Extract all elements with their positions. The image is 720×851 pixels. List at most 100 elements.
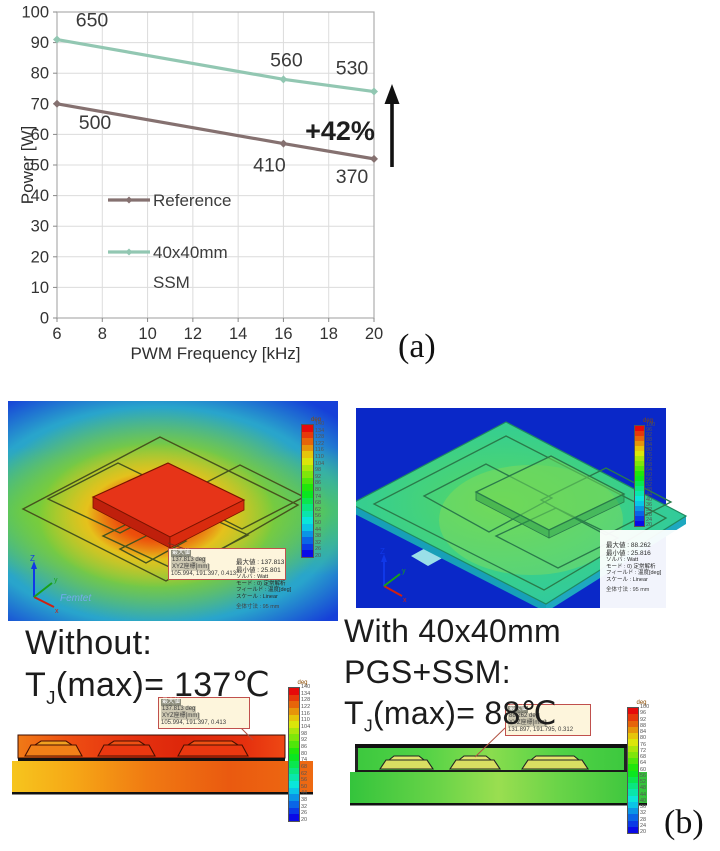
- hot-chip: [91, 462, 246, 549]
- max-annotation-box: 最大値 137.813 deg XYZ座標[mm] 105.994, 191.3…: [158, 697, 250, 729]
- y-tick-label: 60: [31, 126, 49, 144]
- panel-b-label: (b): [664, 804, 704, 841]
- x-axis-label: x: [55, 608, 59, 615]
- result-stats: 最大値 : 88.262 最小値 : 25.816 ソルバ : Watt モード…: [606, 542, 706, 594]
- point-label: 500: [79, 112, 112, 134]
- axes-triad: Z x y: [380, 547, 407, 604]
- baseplate-layer: [350, 772, 647, 803]
- colorbar-3d-without: deg 140 134 128 122 116 110 104 98 92 86 80 74 68 62 56…: [301, 417, 331, 559]
- increase-arrow-head: [384, 84, 400, 104]
- panel-a-label: (a): [398, 328, 436, 365]
- viewport-corner: [600, 530, 712, 608]
- colorbar-labels: 100 96 92 88 84 80 76 72 68 64 60 56 52 48 44 40 36 32 28 2…: [640, 704, 650, 835]
- chips: [24, 740, 249, 757]
- y-tick-label: 90: [31, 34, 49, 52]
- overall-size-note: 全体寸法 : 95 mm: [236, 604, 280, 610]
- module-right-edge: [624, 748, 627, 770]
- annotation-coords: 105.994, 191.397, 0.413: [171, 571, 237, 577]
- legend-label: 40x40mm: [153, 243, 228, 262]
- y-tick-label: 70: [31, 95, 49, 113]
- colorbar-labels: 140 134 128 122 116 110 104 98 92 86 80 74 68 62 56 50 4…: [301, 684, 311, 823]
- max-annotation-box: 最大値 88.262 deg XYZ座標[mm] 131.897, 191.79…: [505, 704, 591, 736]
- pwm-chart: 0 10 20 30 40 50 60 70 80 90 100 6 8 10 12 14 16 18 20 PWM …: [20, 4, 400, 363]
- caption-with-title1: With 40x40mm: [344, 613, 561, 649]
- colorbar-xs-without: deg 140 134 128 122 116 110 104 98 92 86 80 74 68 62 56…: [288, 680, 317, 823]
- point-label: 410: [253, 155, 286, 177]
- legend-label: Reference: [153, 191, 231, 210]
- caption-with: With 40x40mm PGS+SSM: TJ(max)= 88℃: [344, 611, 561, 746]
- overall-size-note: 全体寸法 : 95 mm: [606, 587, 650, 593]
- caption-without-title: Without:: [25, 624, 153, 662]
- thermal-3d-without: Z x y 最大値 137.813 deg XYZ座標[mm] 105.994,…: [8, 401, 338, 621]
- annotation-coord-label: XYZ座標[mm]: [171, 564, 210, 571]
- x-tick-label: 18: [320, 325, 338, 343]
- series-line-1: [56, 37, 375, 94]
- base-bottom-line: [12, 792, 313, 795]
- min-stat: 最小値 : 25.801: [236, 566, 281, 574]
- min-stat: 最小値 : 25.816: [606, 549, 651, 557]
- legend-marker: [125, 196, 133, 204]
- z-axis-label: Z: [30, 554, 35, 563]
- colorbar-gradient: [627, 707, 639, 834]
- colorbar-labels: 140 134 128 122 116 110 104 98 92 86 80 74 68 62 56 50 4…: [315, 421, 325, 559]
- x-axis-title: PWM Frequency [kHz]: [130, 344, 300, 363]
- colorbar-unit: deg: [636, 700, 647, 706]
- y-tick-label: 0: [40, 310, 49, 328]
- x-tick-label: 8: [98, 325, 107, 343]
- series-marker: [279, 75, 288, 84]
- caption-without: Without: TJ(max)= 137℃: [25, 622, 270, 719]
- series-marker: [279, 139, 288, 148]
- colorbar-labels: 100 96 92 88 84 80 76 72 68 64 60 56 52 48 44 40 36 32 28 2…: [646, 422, 656, 528]
- colorbar-unit: deg: [297, 680, 308, 686]
- series-marker: [370, 154, 378, 163]
- percent-annotation: +42%: [305, 116, 375, 146]
- max-annotation-box: 最大値 137.813 deg XYZ座標[mm] 105.994, 191.3…: [168, 548, 286, 580]
- max-stat: 最大値 : 88.262: [606, 542, 651, 549]
- colorbar-gradient: [301, 424, 314, 558]
- y-tick-label: 30: [31, 218, 49, 236]
- caption-without-tjmax: TJ(max)= 137℃: [25, 666, 271, 708]
- cross-section-with: 最大値 88.262 deg XYZ座標[mm] 131.897, 191.79…: [345, 698, 685, 843]
- thermal-3d-without-overlay: Z x y: [21, 436, 306, 615]
- series-marker: [53, 99, 61, 108]
- y-tick-label: 100: [21, 4, 49, 22]
- y-axis-label: y: [54, 577, 58, 584]
- chart-legend: Reference 40x40mm SSM: [108, 191, 231, 292]
- cross-section-without-drawing: [12, 727, 313, 795]
- point-label: 560: [270, 49, 303, 71]
- lid-line: [355, 744, 627, 748]
- point-label: 370: [336, 166, 369, 188]
- thermal-3d-with: Z x y deg 100 96 92 88 84 80 76 72 68 64 60 56 52 48 44…: [356, 408, 712, 608]
- colorbar-xs-with: deg 100 96 92 88 84 80 76 72 68 64 60 56 52 48 44 40 36 32…: [627, 700, 656, 835]
- point-label: 650: [76, 10, 109, 32]
- x-tick-label: 12: [184, 325, 202, 343]
- annotation-leader: [474, 727, 506, 758]
- annotation-value: 137.813 deg: [171, 557, 207, 564]
- colorbar-3d-with: deg 100 96 92 88 84 80 76 72 68 64 60 56 52 48 44 40 36 32…: [634, 418, 662, 528]
- baseplate-layer: [12, 761, 313, 792]
- x-tick-label: 20: [365, 325, 383, 343]
- y-axis-label: y: [402, 568, 406, 575]
- series-marker: [370, 87, 378, 96]
- femtet-watermark: Femtet: [60, 593, 92, 604]
- colorbar-unit: deg: [310, 417, 321, 423]
- z-axis-label: Z: [380, 547, 385, 556]
- x-axis-label: x: [403, 597, 407, 604]
- max-stat: 最大値 : 137.813: [236, 559, 285, 566]
- axes-triad: Z x y: [30, 554, 59, 615]
- series-marker: [53, 35, 61, 44]
- base-bottom-line: [350, 803, 647, 806]
- x-tick-label: 16: [274, 325, 292, 343]
- legend-label: SSM: [153, 273, 190, 292]
- result-stats: 最大値 : 137.813 最小値 : 25.801 ソルバ : Watt モー…: [236, 559, 334, 611]
- y-tick-label: 50: [31, 157, 49, 175]
- colorbar-gradient: [288, 687, 300, 822]
- x-tick-label: 10: [138, 325, 156, 343]
- cross-section-without: 最大値 137.813 deg XYZ座標[mm] 105.994, 191.3…: [8, 680, 320, 840]
- caption-with-tjmax: TJ(max)= 88℃: [344, 695, 557, 736]
- center-chip: [474, 455, 626, 539]
- chart-gridlines: [56, 11, 375, 319]
- chart-tick-labels: 0 10 20 30 40 50 60 70 80 90 100 6 8 10 12 14 16 18 20: [21, 4, 383, 343]
- annotation-leader: [240, 727, 254, 741]
